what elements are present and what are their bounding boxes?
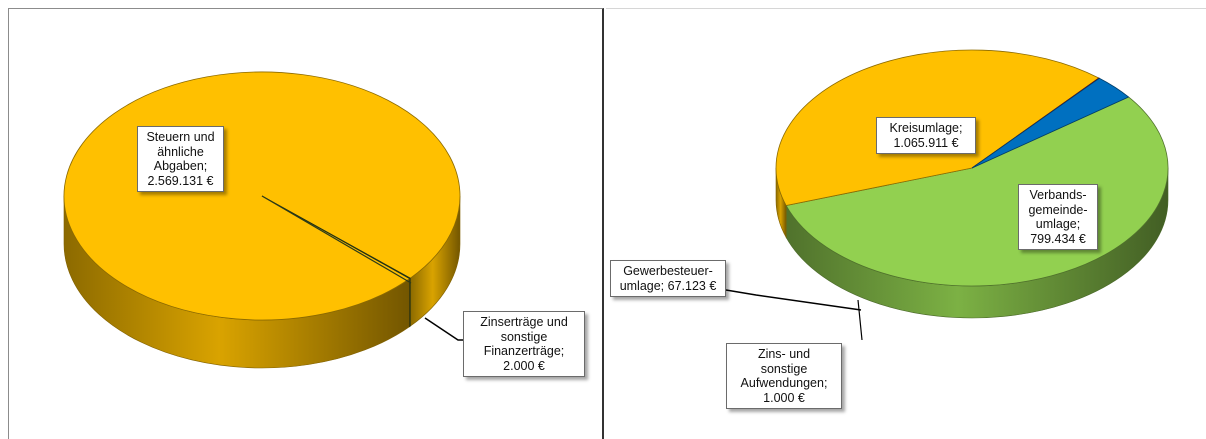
right-pie-chart bbox=[725, 49, 1169, 341]
label-gewerbe-line-2: umlage; 67.123 € bbox=[619, 278, 717, 293]
left-chart-frame bbox=[8, 8, 604, 439]
label-zins-line-2: sonstige bbox=[760, 361, 808, 376]
label-steuern-line-4: 2.569.131 € bbox=[147, 173, 214, 188]
label-kreisumlage-line-2: 1.065.911 € bbox=[893, 135, 959, 150]
label-zins-aufwendungen: Zins- und sonstige Aufwendungen; 1.000 € bbox=[726, 343, 842, 409]
label-zins-line-4: 1.000 € bbox=[763, 390, 805, 405]
label-kreisumlage-line-1: Kreisumlage; bbox=[889, 121, 963, 135]
label-gewerbesteuerumlage: Gewerbesteuer- umlage; 67.123 € bbox=[610, 260, 726, 297]
label-verbands-line-4: 799.434 € bbox=[1030, 231, 1086, 246]
label-zins-line-1: Zins- und bbox=[757, 347, 811, 361]
label-verbands-line-3: umlage; bbox=[1035, 217, 1081, 231]
label-zinsertraege-line-2: sonstige bbox=[500, 329, 548, 344]
leader-line-zinsertraege-divider bbox=[261, 195, 412, 284]
right-pie-panel: Kreisumlage; 1.065.911 € Verbands- gemei… bbox=[606, 0, 1206, 439]
right-chart-frame-line bbox=[606, 8, 1206, 9]
label-zinsertraege-line-1: Zinserträge und bbox=[480, 315, 568, 329]
label-zins-line-3: Aufwendungen; bbox=[740, 376, 828, 390]
label-verbands-line-2: gemeinde- bbox=[1028, 202, 1088, 217]
leader-line-gewerbesteuerumlage bbox=[725, 289, 862, 311]
label-verbands-line-1: Verbands- bbox=[1029, 188, 1087, 202]
label-steuern-line-3: Abgaben; bbox=[153, 159, 208, 173]
label-zinsertraege-line-3: Finanzerträge; bbox=[483, 344, 565, 358]
left-pie-panel: Steuern und ähnliche Abgaben; 2.569.131 … bbox=[8, 8, 604, 439]
label-steuern-line-1: Steuern und bbox=[146, 130, 215, 144]
leader-line-zins-aufwendungen bbox=[857, 299, 863, 341]
label-zinsertraege-line-4: 2.000 € bbox=[503, 358, 545, 373]
label-zinsertraege: Zinserträge und sonstige Finanzerträge; … bbox=[463, 311, 585, 377]
label-gewerbe-line-1: Gewerbesteuer- bbox=[623, 264, 713, 278]
label-steuern: Steuern und ähnliche Abgaben; 2.569.131 … bbox=[137, 126, 224, 192]
label-verbandsgemeindeumlage: Verbands- gemeinde- umlage; 799.434 € bbox=[1018, 184, 1098, 250]
pie-slice-gewerbesteuerumlage bbox=[971, 77, 1130, 169]
label-steuern-line-2: ähnliche bbox=[157, 144, 204, 159]
label-kreisumlage: Kreisumlage; 1.065.911 € bbox=[876, 117, 976, 154]
pie-slice-zinsertr-ge-und-sonstige-finanzertr-ge bbox=[261, 195, 412, 280]
